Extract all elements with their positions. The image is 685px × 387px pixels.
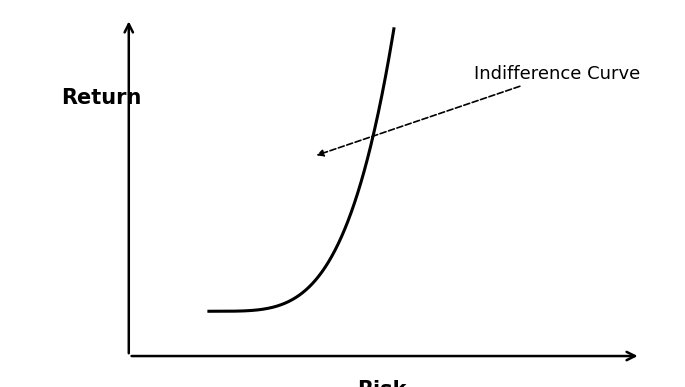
- Text: Indifference Curve: Indifference Curve: [318, 65, 640, 156]
- Text: Return: Return: [61, 88, 141, 108]
- Text: Risk: Risk: [357, 380, 406, 387]
